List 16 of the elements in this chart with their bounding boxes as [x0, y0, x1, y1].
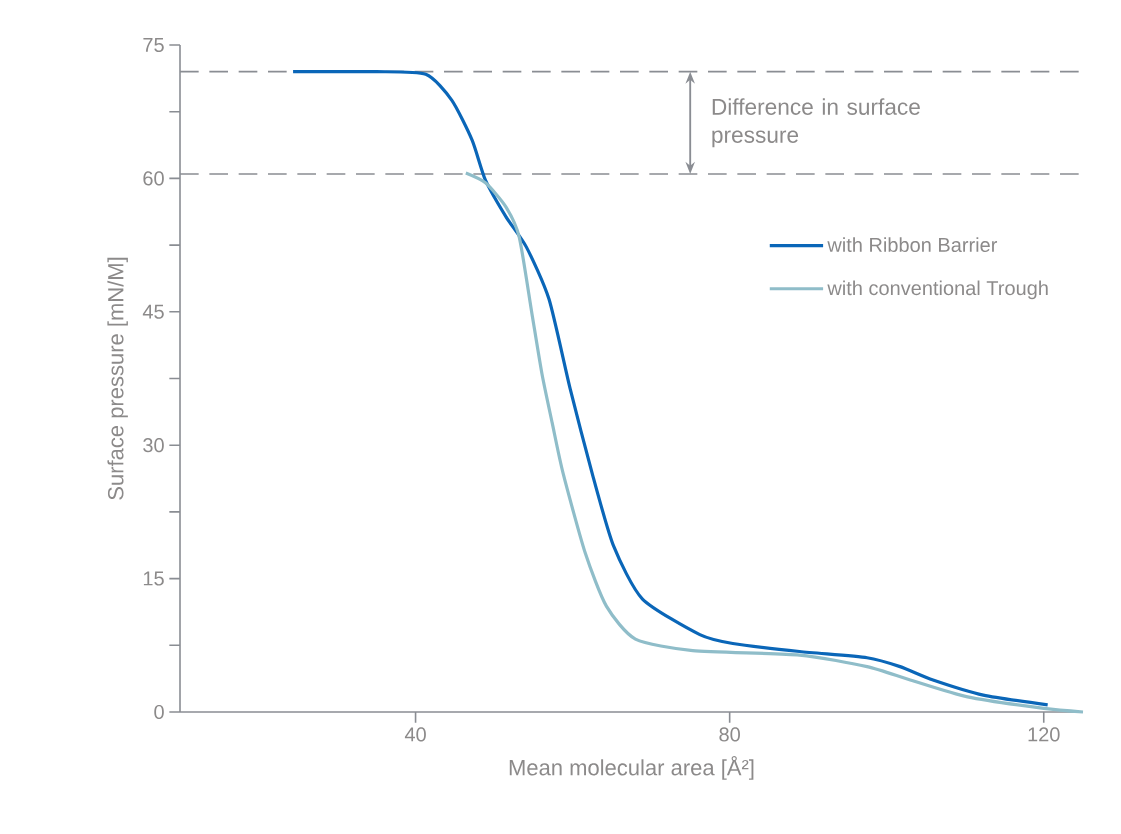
y-tick-label: 0: [154, 704, 164, 720]
y-tick-label: 60: [143, 171, 164, 186]
x-tick-label: 120: [1028, 727, 1060, 742]
x-tick-label: 40: [404, 727, 426, 742]
y-axis-title: Surface pressure [mN/M]: [107, 257, 128, 500]
line-series: [464, 171, 1085, 714]
x-axis-title: Mean molecular area [Å²]: [509, 756, 754, 780]
x-tick-label: 80: [719, 727, 740, 742]
y-tick-label: 30: [143, 438, 164, 453]
line-series: [291, 69, 1050, 707]
legend-label: with conventional Trough: [827, 280, 1048, 300]
y-tick-label: 75: [143, 38, 164, 52]
annotation: Difference in surface pressure: [712, 98, 920, 148]
legend-label: with Ribbon Barrier: [827, 237, 998, 253]
y-tick-label: 45: [142, 304, 164, 319]
y-tick-label: 15: [143, 571, 164, 586]
